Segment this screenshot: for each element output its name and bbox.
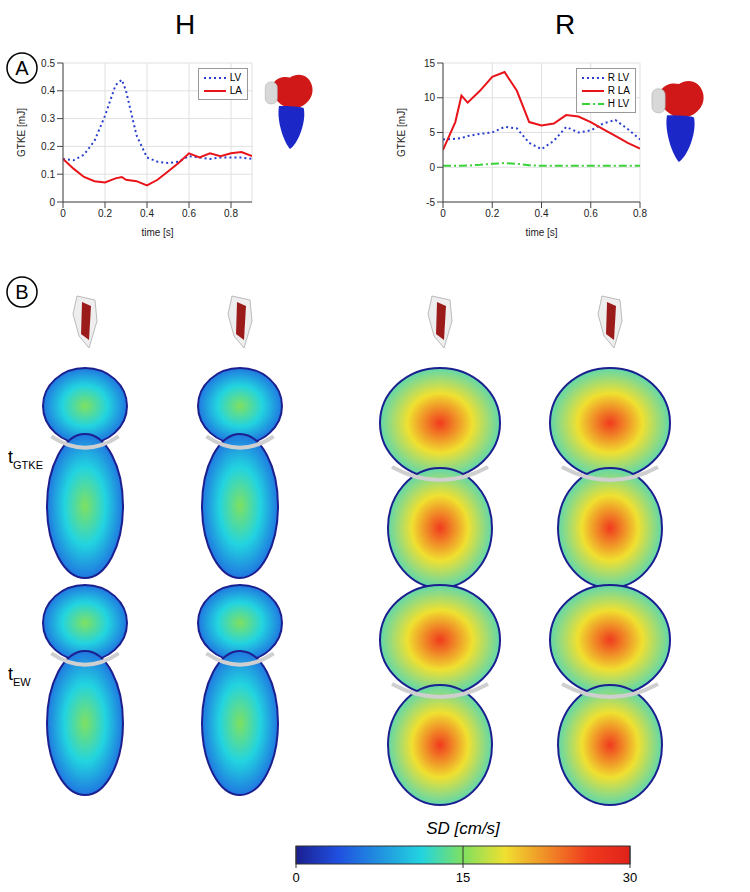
svg-text:GTKE [mJ]: GTKE [mJ]: [16, 108, 27, 157]
svg-text:0.3: 0.3: [41, 113, 55, 124]
svg-text:0: 0: [60, 208, 66, 219]
html-text:H LV: H LV: [607, 98, 630, 109]
svg-text:0: 0: [429, 162, 435, 173]
html-text:R LA: R LA: [607, 85, 630, 96]
svg-text:5: 5: [429, 127, 435, 138]
svg-text:15: 15: [456, 870, 470, 885]
svg-text:0.6: 0.6: [182, 208, 196, 219]
svg-text:0.4: 0.4: [41, 85, 55, 96]
svg-text:0: 0: [292, 870, 299, 885]
svg-text:0.6: 0.6: [584, 208, 598, 219]
svg-text:tGTKE: tGTKE: [8, 447, 43, 471]
svg-text:0.2: 0.2: [41, 141, 55, 152]
svg-text:0: 0: [440, 208, 446, 219]
svg-text:0.5: 0.5: [41, 58, 55, 69]
html-text:R LV: R LV: [607, 72, 630, 83]
svg-text:B: B: [15, 281, 28, 303]
svg-text:0.1: 0.1: [41, 169, 55, 180]
svg-text:SD [cm/s]: SD [cm/s]: [426, 819, 501, 838]
svg-text:10: 10: [424, 92, 436, 103]
svg-text:0.8: 0.8: [633, 208, 647, 219]
svg-text:0.2: 0.2: [485, 208, 499, 219]
html-text:LA: LA: [229, 85, 242, 96]
svg-text:0.4: 0.4: [535, 208, 549, 219]
svg-text:-5: -5: [426, 197, 435, 208]
svg-text:0.4: 0.4: [140, 208, 154, 219]
html-text:LV: LV: [229, 72, 242, 83]
svg-text:30: 30: [623, 870, 637, 885]
svg-text:H: H: [175, 9, 195, 40]
svg-text:0.2: 0.2: [98, 208, 112, 219]
svg-text:0: 0: [49, 197, 55, 208]
svg-text:tEW: tEW: [8, 664, 31, 688]
svg-text:R: R: [555, 9, 575, 40]
svg-text:0.8: 0.8: [224, 208, 238, 219]
svg-text:GTKE [mJ]: GTKE [mJ]: [396, 108, 407, 157]
svg-text:time [s]: time [s]: [141, 227, 173, 238]
svg-text:time [s]: time [s]: [525, 227, 557, 238]
svg-text:A: A: [15, 57, 29, 79]
svg-text:15: 15: [424, 58, 436, 69]
